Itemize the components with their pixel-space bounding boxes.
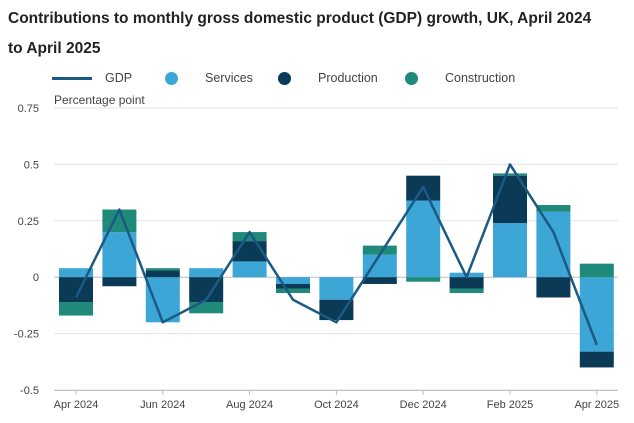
x-tick-label: Feb 2025 <box>487 399 533 411</box>
bar-construction <box>59 302 93 316</box>
bar-production <box>102 277 137 287</box>
legend-label-production: Production <box>318 71 378 85</box>
y-tick-label: 0.5 <box>24 159 39 171</box>
y-axis-unit-label: Percentage point <box>54 93 145 107</box>
legend-label-construction: Construction <box>445 71 516 85</box>
bar-services <box>319 277 354 300</box>
x-tick-label: Dec 2024 <box>400 399 447 411</box>
bar-production <box>145 270 180 278</box>
legend-item-gdp: GDP <box>52 66 132 90</box>
bar-services <box>59 268 93 278</box>
services-swatch <box>165 71 178 85</box>
bar-services <box>276 277 310 284</box>
bar-production <box>362 277 397 284</box>
bar-construction <box>276 288 310 293</box>
bar-construction <box>579 263 614 278</box>
bar-construction <box>449 288 484 293</box>
bar-services <box>493 223 527 278</box>
y-tick-label: -0.5 <box>20 385 39 397</box>
gdp-line-swatch <box>52 76 92 80</box>
bar-production <box>59 277 93 303</box>
legend-item-production: Production <box>278 66 378 90</box>
bar-construction <box>145 268 180 271</box>
bar-production <box>276 283 310 289</box>
bar-construction <box>189 302 224 314</box>
bar-services <box>145 277 180 323</box>
bar-construction <box>406 277 441 282</box>
bar-construction <box>536 205 571 212</box>
legend-label-services: Services <box>205 71 253 85</box>
bar-production <box>536 277 571 298</box>
bar-production <box>579 351 614 368</box>
bar-construction <box>362 245 397 255</box>
bar-services <box>189 268 224 278</box>
y-tick-label: 0 <box>33 272 39 284</box>
legend-item-services: Services <box>165 66 253 90</box>
x-tick-label: Oct 2024 <box>314 399 359 411</box>
bar-services <box>362 254 397 278</box>
construction-swatch <box>405 71 418 85</box>
bar-production <box>449 277 484 289</box>
bar-services <box>536 211 571 278</box>
bar-construction <box>493 173 527 176</box>
production-swatch <box>278 71 291 85</box>
x-tick-label: Jun 2024 <box>140 399 185 411</box>
chart-title: Contributions to monthly gross domestic … <box>8 10 592 57</box>
legend-label-gdp: GDP <box>105 71 133 85</box>
bar-services <box>232 261 267 278</box>
gdp-line <box>74 163 598 346</box>
y-tick-label: -0.25 <box>14 329 39 341</box>
y-tick-label: 0.25 <box>18 216 39 228</box>
x-tick-label: Apr 2025 <box>574 399 619 411</box>
y-tick-label: 0.75 <box>18 103 39 115</box>
legend: GDP Services Production Construction <box>0 66 634 90</box>
bar-construction <box>232 232 267 242</box>
bar-production <box>319 299 354 321</box>
x-tick-label: Apr 2024 <box>54 399 99 411</box>
legend-item-construction: Construction <box>405 66 515 90</box>
x-tick-label: Aug 2024 <box>226 399 273 411</box>
